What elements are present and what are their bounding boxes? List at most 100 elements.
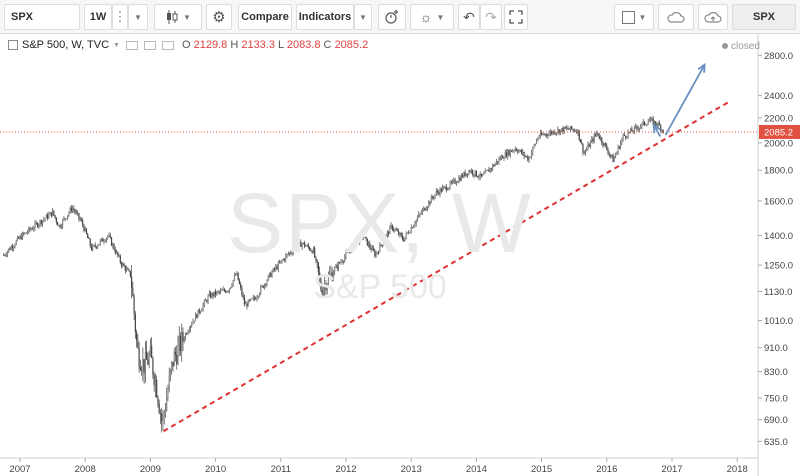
candle-body	[176, 354, 178, 365]
candle-body	[591, 138, 593, 142]
interval-dropdown[interactable]: ▼	[128, 4, 148, 30]
candle-body	[431, 196, 434, 198]
interval-button[interactable]: 1W	[84, 4, 112, 30]
chevron-down-icon[interactable]: ▼	[113, 41, 120, 49]
chart-style-button[interactable]: ▼	[154, 4, 202, 30]
candle-body	[36, 223, 39, 227]
chevron-down-icon: ▼	[638, 12, 647, 22]
candle-body	[488, 169, 490, 172]
candle-body	[293, 248, 296, 251]
candle-body	[38, 224, 40, 227]
legend-title[interactable]: S&P 500, W, TVC	[22, 39, 110, 51]
candle-body	[15, 240, 17, 245]
candle-body	[260, 286, 262, 294]
candle-body	[29, 227, 31, 230]
candle-body	[467, 173, 469, 175]
candle-body	[189, 325, 192, 330]
candle-body	[130, 276, 133, 289]
candle-body	[310, 250, 312, 251]
compare-button[interactable]: Compare	[238, 4, 292, 30]
candle-body	[352, 243, 355, 246]
candle-body	[342, 261, 345, 262]
candle-body	[306, 245, 308, 247]
cloud-load-button[interactable]	[658, 4, 694, 30]
fullscreen-button[interactable]	[504, 4, 528, 30]
candle-body	[246, 303, 248, 307]
candle-body	[404, 237, 406, 242]
candle-body	[315, 257, 317, 261]
candle-body	[201, 309, 203, 312]
ideas-button[interactable]: ☼ ▼	[410, 4, 454, 30]
candle-body	[563, 126, 565, 133]
candle-body	[530, 152, 533, 158]
candle-body	[261, 285, 263, 287]
legend-eye-icon[interactable]	[125, 40, 138, 50]
candle-body	[549, 131, 551, 134]
candle-body	[357, 240, 360, 243]
candle-body	[248, 300, 251, 301]
candle-body	[365, 237, 367, 239]
candle-body	[371, 247, 373, 251]
y-tick-label: 2200.0	[764, 114, 793, 125]
candle-body	[478, 177, 480, 179]
candle-body	[541, 132, 543, 135]
indicators-button[interactable]: Indicators	[296, 4, 354, 30]
symbol-label: SPX	[11, 11, 34, 23]
candle-body	[571, 126, 573, 130]
candle-body	[299, 241, 301, 244]
candle-body	[633, 126, 635, 132]
redo-button[interactable]: ↷	[480, 4, 502, 30]
right-symbol-tab[interactable]: SPX	[732, 4, 796, 30]
candle-body	[425, 208, 427, 211]
layout-button[interactable]: ▼	[614, 4, 654, 30]
settings-button[interactable]: ⚙	[206, 4, 232, 30]
candle-body	[388, 231, 390, 235]
interval-more-button[interactable]: ⋮	[112, 4, 128, 30]
candle-body	[238, 280, 241, 284]
candle-body	[577, 130, 579, 134]
undo-button[interactable]: ↶	[458, 4, 480, 30]
legend-settings-icon[interactable]	[143, 40, 156, 50]
candle-body	[319, 272, 321, 279]
x-tick-label: 2010	[205, 464, 226, 475]
candle-body	[474, 170, 476, 176]
legend-close-icon[interactable]	[161, 40, 174, 50]
candle-body	[182, 332, 184, 342]
candle-body	[646, 124, 648, 126]
candle-body	[316, 260, 318, 263]
candle-body	[381, 245, 383, 246]
candle-body	[440, 188, 442, 192]
candle-body	[609, 154, 612, 156]
candle-body	[250, 298, 252, 301]
chevron-down-icon: ▼	[436, 12, 445, 22]
candle-body	[35, 222, 37, 224]
symbol-search[interactable]: SPX	[4, 4, 80, 30]
collapse-legend-icon[interactable]	[8, 40, 18, 50]
candle-body	[122, 263, 124, 267]
alert-button[interactable]	[378, 4, 406, 30]
candle-body	[253, 297, 256, 299]
candle-body	[631, 128, 633, 132]
candle-body	[119, 255, 121, 263]
candle-body	[617, 146, 619, 152]
indicators-dropdown[interactable]: ▼	[354, 4, 372, 30]
candle-body	[421, 209, 424, 214]
candle-body	[582, 143, 584, 153]
candle-body	[579, 139, 582, 143]
candle-body	[208, 292, 210, 296]
candle-body	[123, 263, 125, 267]
candle-body	[383, 242, 385, 246]
candle-body	[217, 291, 219, 293]
candle-body	[426, 206, 429, 209]
candle-body	[347, 251, 350, 253]
candle-body	[186, 333, 188, 335]
candle-body	[480, 173, 483, 177]
cloud-save-button[interactable]	[698, 4, 728, 30]
candle-body	[611, 154, 613, 156]
candle-body	[332, 272, 335, 281]
candle-body	[419, 213, 421, 215]
candle-body	[464, 172, 466, 177]
candle-body	[346, 251, 348, 253]
candle-body	[59, 225, 61, 228]
price-chart[interactable]: 2800.0 2400.0 2200.0 2000.0 1800.0 1600.0 1400…	[0, 34, 800, 476]
